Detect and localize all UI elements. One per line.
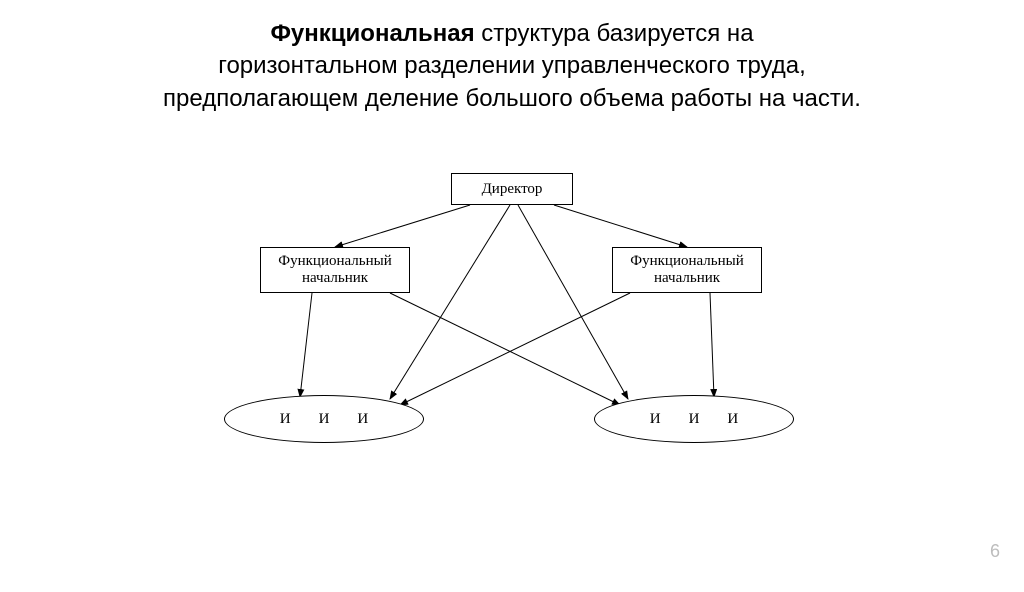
node-director-label: Директор	[482, 181, 543, 198]
node-executors-right: И И И	[594, 395, 794, 443]
node-executors-left: И И И	[224, 395, 424, 443]
executor-label: И	[280, 411, 291, 428]
heading-line3: предполагающем деление большого объема р…	[163, 85, 861, 112]
node-functional-manager-right-label: Функциональныйначальник	[630, 253, 744, 288]
heading-text: Функциональная структура базируется на г…	[72, 18, 952, 115]
diagram-edges	[0, 155, 1024, 535]
node-director: Директор	[451, 173, 573, 205]
heading-bold: Функциональная	[270, 20, 474, 47]
executor-label: И	[357, 411, 368, 428]
heading-line1-rest: структура базируется на	[475, 20, 754, 47]
org-diagram: Директор Функциональныйначальник Функцио…	[0, 155, 1024, 535]
executor-label: И	[727, 411, 738, 428]
executor-label: И	[689, 411, 700, 428]
heading-line2: горизонтальном разделении управленческог…	[218, 52, 806, 79]
node-functional-manager-left-label: Функциональныйначальник	[278, 253, 392, 288]
node-functional-manager-left: Функциональныйначальник	[260, 247, 410, 293]
executor-label: И	[650, 411, 661, 428]
page-number: 6	[990, 541, 1000, 562]
node-functional-manager-right: Функциональныйначальник	[612, 247, 762, 293]
executor-label: И	[319, 411, 330, 428]
